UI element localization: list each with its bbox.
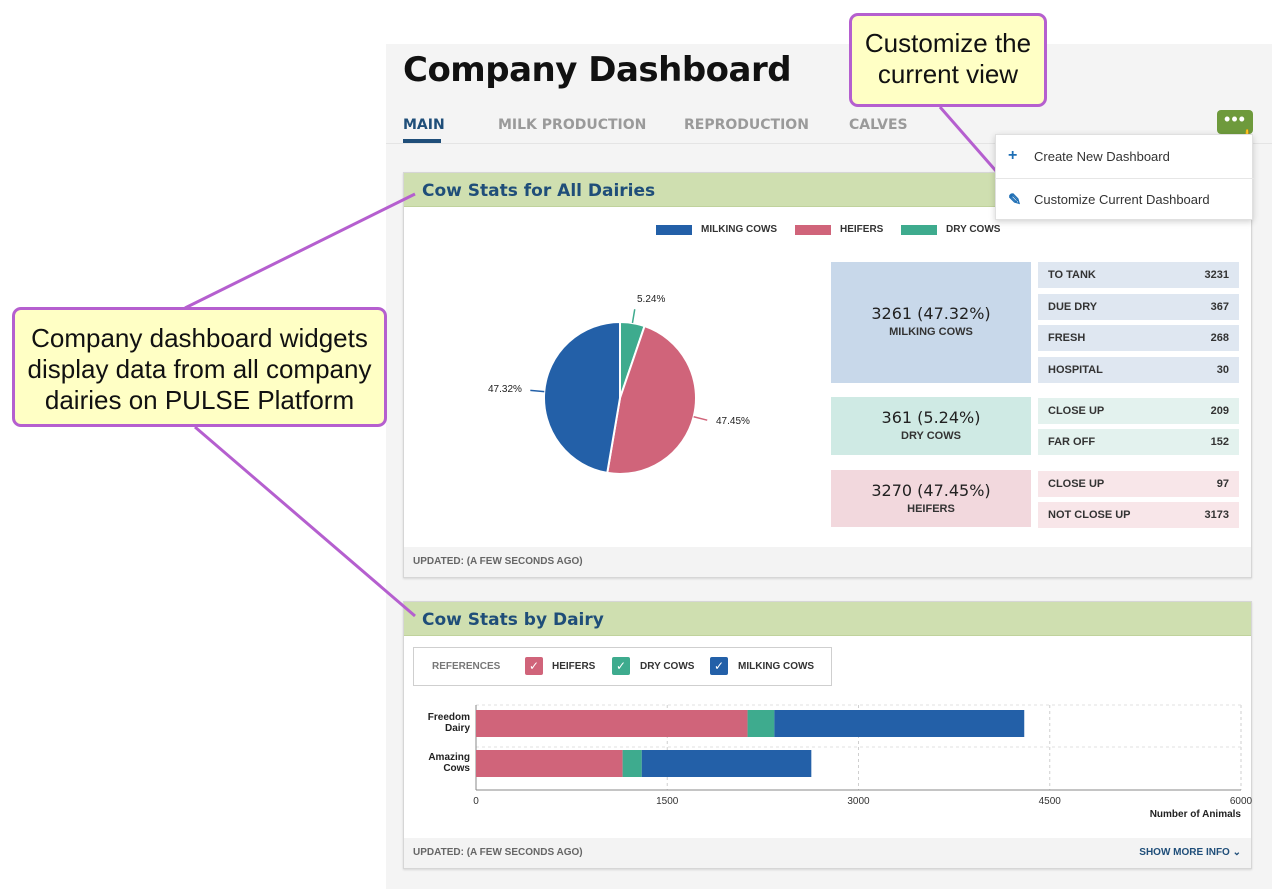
page-header: Company Dashboard MAIN MILK PRODUCTION R… — [386, 44, 1272, 152]
category-label: Dairy — [445, 723, 470, 734]
updated-text: UPDATED: (A FEW SECONDS AGO) — [413, 847, 583, 858]
dry-cows-check-label: DRY COWS — [640, 661, 695, 672]
create-new-dashboard-item[interactable]: + Create New Dashboard — [1008, 147, 1170, 164]
x-tick-label: 1500 — [656, 796, 679, 807]
card-footer: UPDATED: (A FEW SECONDS AGO) — [404, 547, 1251, 577]
pie-label-heifers: 47.45% — [716, 416, 750, 427]
legend-heifers: HEIFERS — [840, 224, 884, 235]
tab-calves[interactable]: CALVES — [849, 117, 908, 133]
updated-text: UPDATED: (A FEW SECONDS AGO) — [413, 556, 583, 567]
pencil-icon: ✎ — [1008, 192, 1022, 209]
legend-swatch-milking — [656, 225, 692, 235]
bar-segment-heifers — [476, 710, 748, 737]
x-axis-title: Number of Animals — [1150, 809, 1242, 820]
stat-row-hospital: HOSPITAL 30 — [1038, 357, 1239, 383]
dry-cows-label: DRY COWS — [901, 430, 961, 442]
dry-cows-box: 361 (5.24%) DRY COWS — [831, 397, 1031, 455]
tab-main[interactable]: MAIN — [403, 117, 445, 133]
stacked-bar-chart: 0 1500 3000 4500 6000 Number of Animals Freedo… — [428, 704, 1253, 820]
stat-row-due-dry: DUE DRY 367 — [1038, 294, 1239, 320]
pie-leader-line — [530, 389, 545, 393]
bar-segment-milking-cows — [774, 710, 1025, 737]
heifers-label: HEIFERS — [907, 503, 955, 515]
card-header: Cow Stats by Dairy — [404, 602, 1251, 636]
milking-cows-check-label: MILKING COWS — [738, 661, 815, 672]
heifers-value: 3270 (47.45%) — [871, 481, 991, 500]
active-tab-indicator — [403, 139, 441, 143]
stat-row-far-off: FAR OFF 152 — [1038, 429, 1239, 455]
legend-swatch-dry — [901, 225, 937, 235]
pie-chart — [530, 309, 708, 475]
x-tick-label: 0 — [473, 796, 479, 807]
card-title: Cow Stats by Dairy — [422, 610, 604, 630]
x-tick-label: 4500 — [1039, 796, 1062, 807]
cow-stats-by-dairy-card: Cow Stats by Dairy UPDATED: (A FEW SECON… — [403, 601, 1252, 869]
dry-cows-checkbox[interactable]: ✓ — [612, 657, 630, 675]
heifers-check-label: HEIFERS — [552, 661, 596, 672]
card-footer: UPDATED: (A FEW SECONDS AGO) SHOW MORE I… — [404, 838, 1251, 868]
page-title: Company Dashboard — [403, 50, 792, 90]
dashboard-options-menu: + Create New Dashboard ✎ Customize Curre… — [995, 134, 1254, 220]
bar-segment-heifers — [476, 750, 623, 777]
more-options-button[interactable]: ••• — [1217, 110, 1253, 134]
widgets-callout: Company dashboard widgets display data f… — [12, 307, 387, 427]
legend-milking-cows: MILKING COWS — [701, 224, 778, 235]
category-label: Cows — [443, 763, 470, 774]
legend-dry-cows: DRY COWS — [946, 224, 1001, 235]
references-legend: REFERENCES ✓ HEIFERS ✓ DRY COWS ✓ MILKIN… — [413, 647, 832, 686]
pie-slice-heifers — [606, 324, 697, 475]
show-more-info-link[interactable]: SHOW MORE INFO ⌄ — [1139, 847, 1241, 858]
milking-cows-value: 3261 (47.32%) — [871, 304, 991, 323]
stat-row-heifer-close-up: CLOSE UP 97 — [1038, 471, 1239, 497]
plus-icon: + — [1008, 147, 1018, 164]
category-label: Freedom — [428, 712, 470, 723]
tab-milk-production[interactable]: MILK PRODUCTION — [498, 117, 647, 133]
pie-leader-line — [693, 415, 708, 421]
category-label: Amazing — [428, 752, 470, 763]
pie-label-dry: 5.24% — [637, 294, 666, 305]
bar-segment-dry-cows — [622, 750, 642, 777]
customize-current-dashboard-item[interactable]: ✎ Customize Current Dashboard — [1008, 192, 1210, 209]
bar-segment-dry-cows — [747, 710, 775, 737]
milking-cows-box: 3261 (47.32%) MILKING COWS — [831, 262, 1031, 383]
customize-callout: Customize the current view — [849, 13, 1047, 107]
dry-cows-value: 361 (5.24%) — [881, 408, 981, 427]
heifers-box: 3270 (47.45%) HEIFERS — [831, 470, 1031, 527]
tab-reproduction[interactable]: REPRODUCTION — [684, 117, 809, 133]
bar-segment-milking-cows — [641, 750, 812, 777]
references-label: REFERENCES — [432, 661, 501, 672]
heifers-checkbox[interactable]: ✓ — [525, 657, 543, 675]
stat-row-not-close-up: NOT CLOSE UP 3173 — [1038, 502, 1239, 528]
x-tick-label: 3000 — [847, 796, 870, 807]
milking-cows-checkbox[interactable]: ✓ — [710, 657, 728, 675]
pie-slice-milking-cows — [543, 320, 621, 475]
stat-row-fresh: FRESH 268 — [1038, 325, 1239, 351]
pie-leader-line — [631, 309, 636, 324]
milking-cows-label: MILKING COWS — [889, 326, 973, 338]
legend-swatch-heifers — [795, 225, 831, 235]
stat-row-dry-close-up: CLOSE UP 209 — [1038, 398, 1239, 424]
x-tick-label: 6000 — [1230, 796, 1253, 807]
pie-label-milking: 47.32% — [488, 384, 522, 395]
card-title: Cow Stats for All Dairies — [422, 181, 656, 201]
menu-divider — [996, 178, 1254, 179]
stat-row-to-tank: TO TANK 3231 — [1038, 262, 1239, 288]
